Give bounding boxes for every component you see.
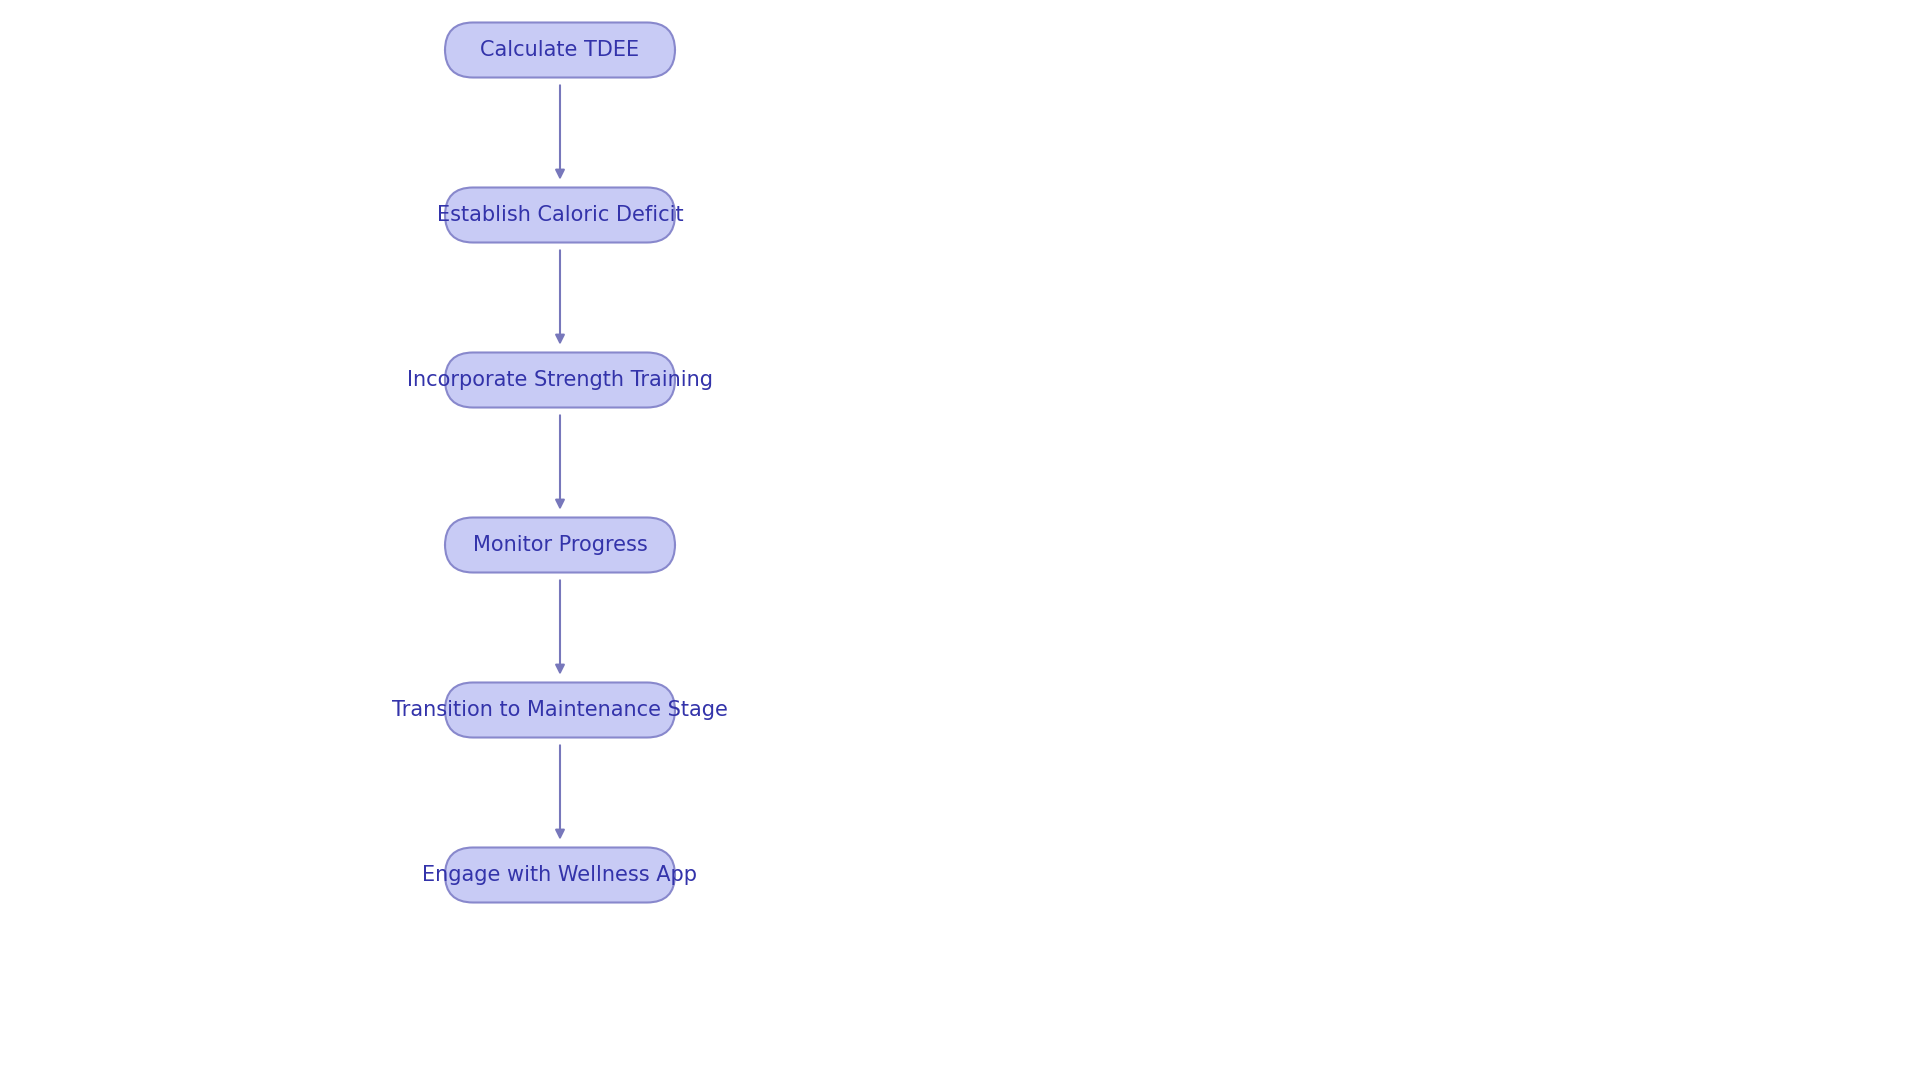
Text: Calculate TDEE: Calculate TDEE — [480, 40, 639, 60]
FancyBboxPatch shape — [445, 518, 676, 573]
Text: Transition to Maintenance Stage: Transition to Maintenance Stage — [392, 700, 728, 720]
Text: Establish Caloric Deficit: Establish Caloric Deficit — [436, 205, 684, 225]
FancyBboxPatch shape — [445, 23, 676, 78]
FancyBboxPatch shape — [445, 352, 676, 407]
FancyBboxPatch shape — [445, 848, 676, 902]
FancyBboxPatch shape — [445, 187, 676, 243]
Text: Engage with Wellness App: Engage with Wellness App — [422, 865, 697, 885]
FancyBboxPatch shape — [445, 682, 676, 738]
Text: Monitor Progress: Monitor Progress — [472, 535, 647, 554]
Text: Incorporate Strength Training: Incorporate Strength Training — [407, 370, 712, 390]
